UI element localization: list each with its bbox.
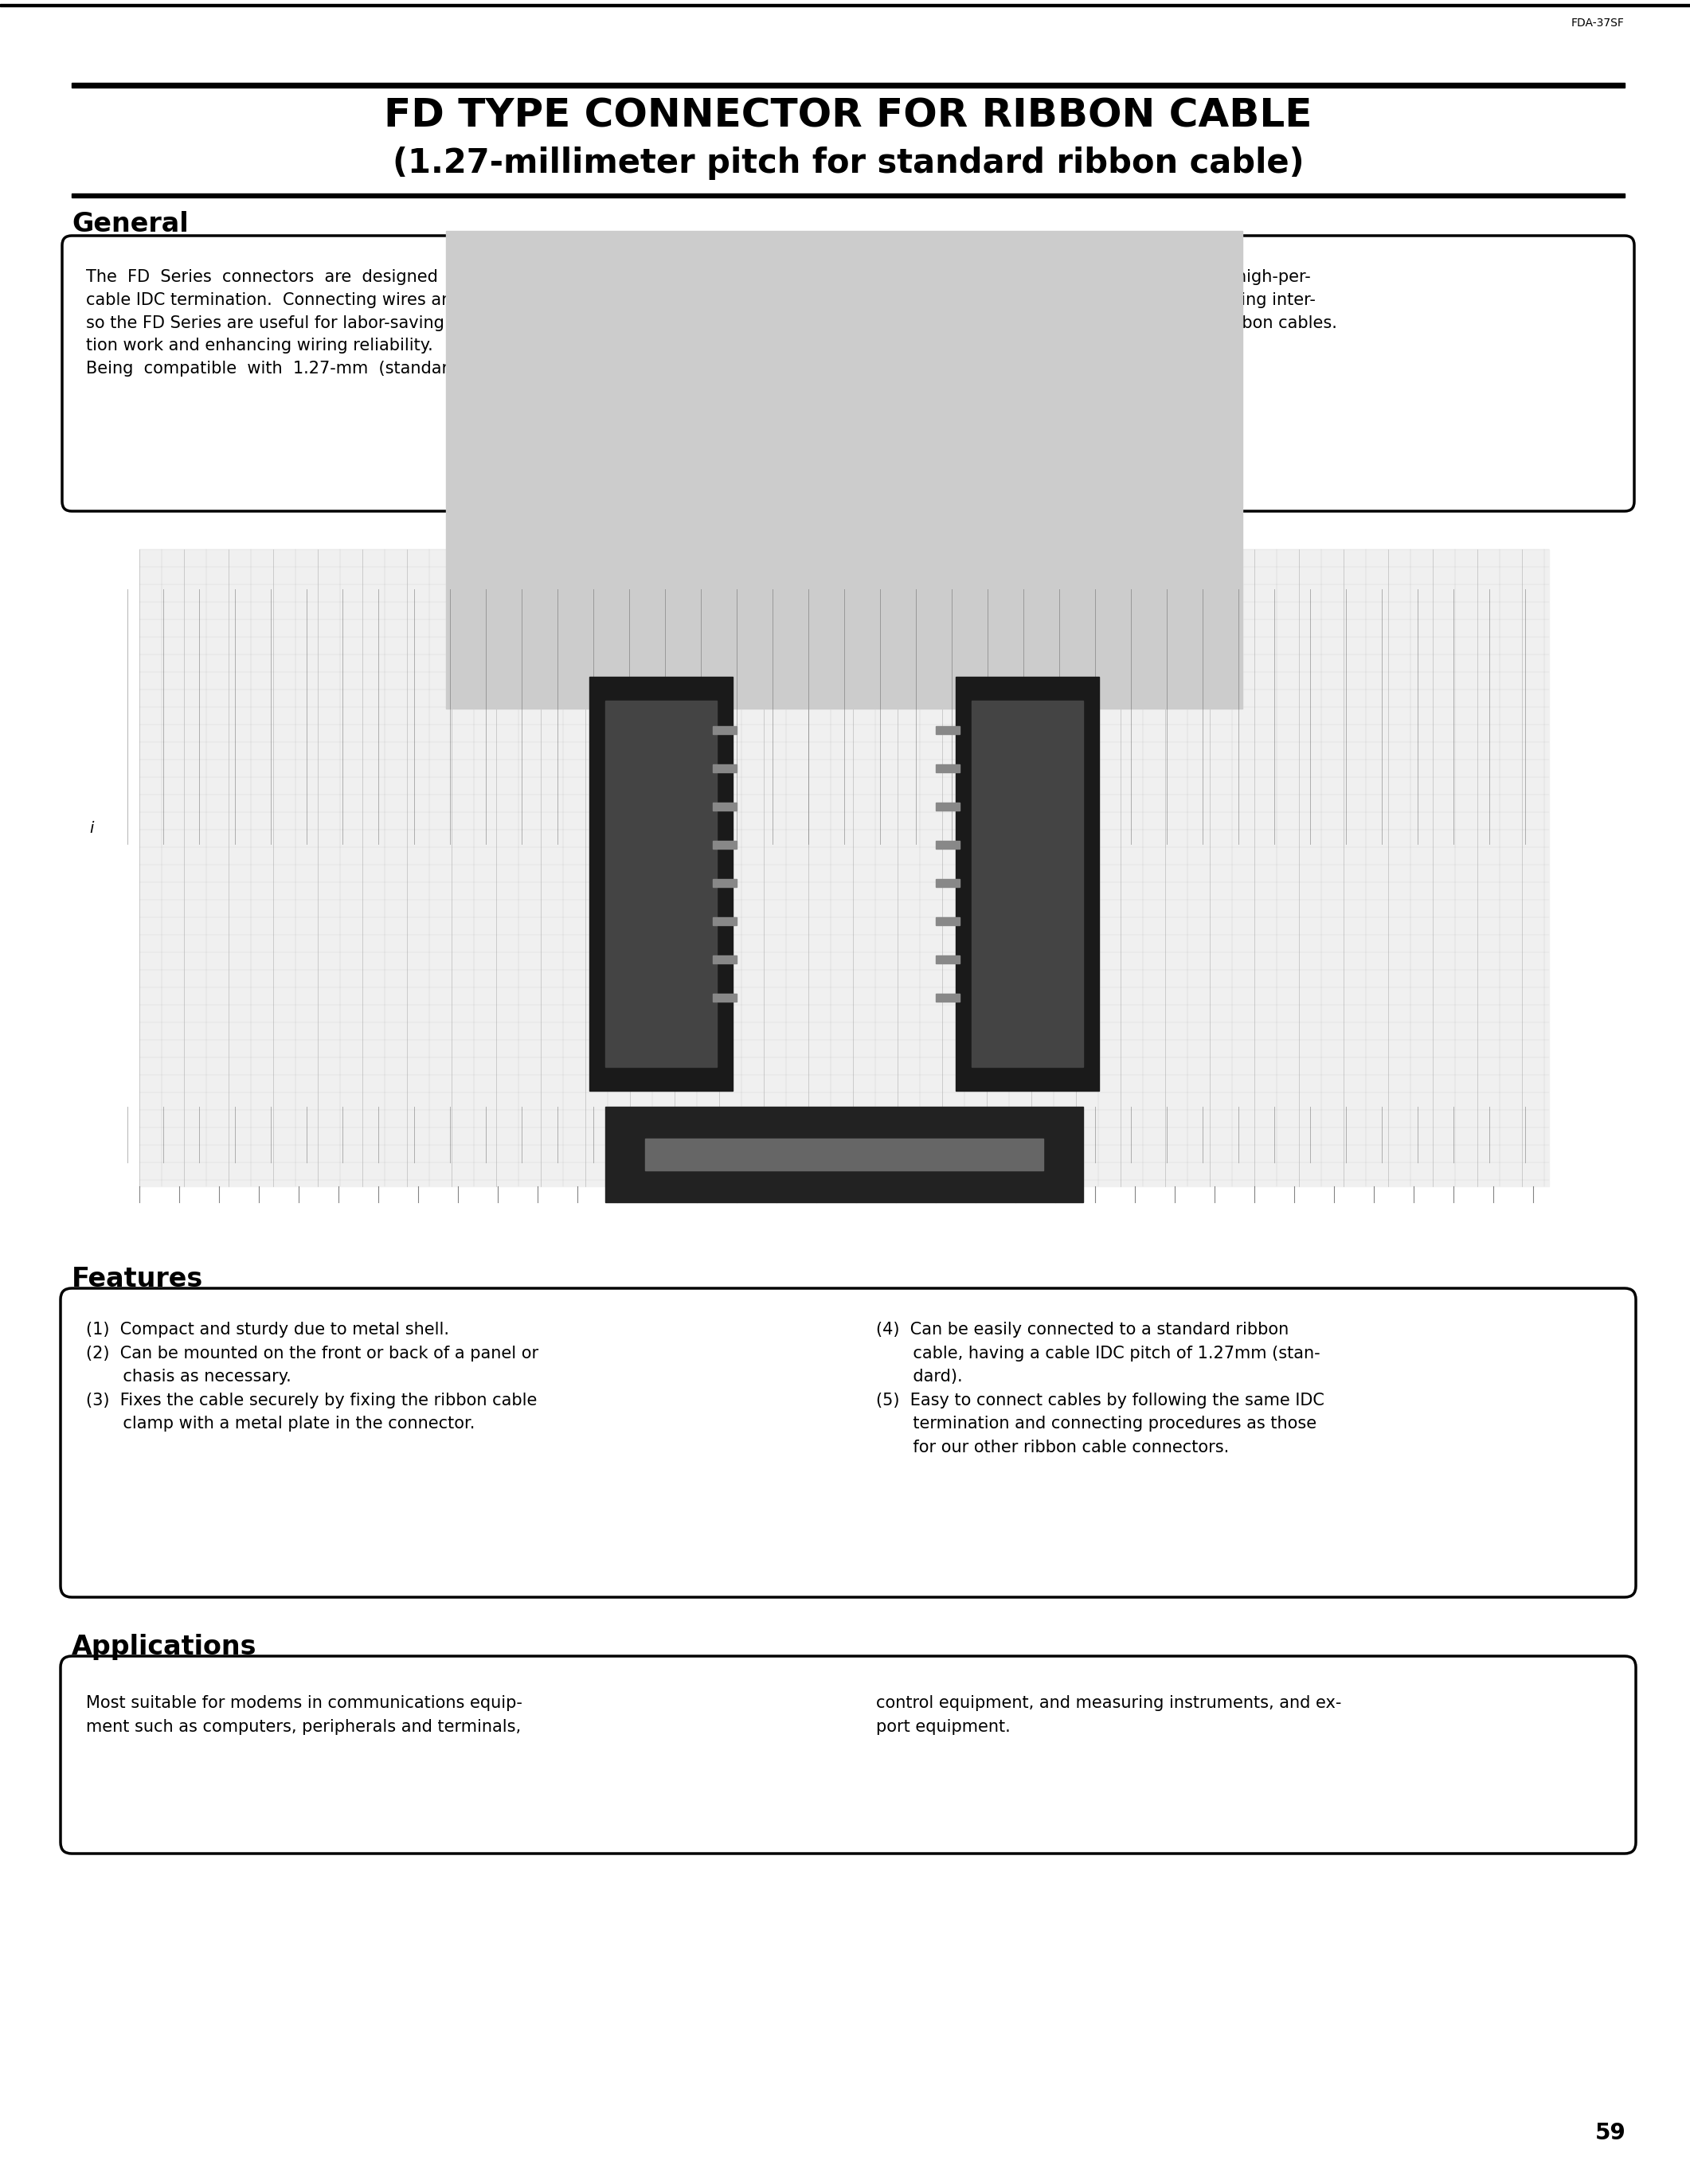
Bar xyxy=(957,677,1099,1090)
Bar xyxy=(139,550,1550,1186)
Text: FD TYPE CONNECTOR FOR RIBBON CABLE: FD TYPE CONNECTOR FOR RIBBON CABLE xyxy=(384,96,1311,135)
Text: (1)  Compact and sturdy due to metal shell.
(2)  Can be mounted on the front or : (1) Compact and sturdy due to metal shel… xyxy=(86,1321,539,1433)
Text: Most suitable for modems in communications equip-
ment such as computers, periph: Most suitable for modems in communicatio… xyxy=(86,1695,522,1734)
FancyBboxPatch shape xyxy=(61,1655,1636,1854)
Bar xyxy=(446,232,1242,708)
Text: cables, the FD Series are general-purpose, high-per-
formance connectors that ar: cables, the FD Series are general-purpos… xyxy=(875,269,1337,354)
Bar xyxy=(713,878,737,887)
Bar xyxy=(0,4,1690,7)
Text: 59: 59 xyxy=(1595,2123,1626,2145)
Bar xyxy=(605,1107,1083,1201)
Bar xyxy=(936,994,960,1002)
Text: i: i xyxy=(90,821,93,836)
Bar xyxy=(713,994,737,1002)
Bar xyxy=(713,917,737,926)
Text: General: General xyxy=(71,212,189,238)
Bar xyxy=(936,878,960,887)
Bar xyxy=(713,841,737,850)
Text: FDA-37SF: FDA-37SF xyxy=(1572,17,1624,28)
Text: control equipment, and measuring instruments, and ex-
port equipment.: control equipment, and measuring instrum… xyxy=(875,1695,1342,1734)
Bar xyxy=(590,677,733,1090)
Bar xyxy=(936,917,960,926)
Text: The  FD  Series  connectors  are  designed  for  ribbon
cable IDC termination.  : The FD Series connectors are designed fo… xyxy=(86,269,537,378)
Bar xyxy=(605,701,717,1068)
Bar xyxy=(936,764,960,773)
Bar xyxy=(71,194,1624,197)
Text: Applications: Applications xyxy=(71,1634,257,1660)
Bar xyxy=(936,802,960,810)
Text: (1.27-millimeter pitch for standard ribbon cable): (1.27-millimeter pitch for standard ribb… xyxy=(392,146,1305,179)
Bar xyxy=(972,701,1083,1068)
Bar xyxy=(713,802,737,810)
Text: (4)  Can be easily connected to a standard ribbon
       cable, having a cable I: (4) Can be easily connected to a standar… xyxy=(875,1321,1325,1455)
Bar xyxy=(936,841,960,850)
Bar xyxy=(71,83,1624,87)
FancyBboxPatch shape xyxy=(61,1289,1636,1597)
Bar xyxy=(646,1138,1043,1171)
FancyBboxPatch shape xyxy=(63,236,1634,511)
Bar xyxy=(936,954,960,963)
Bar xyxy=(713,954,737,963)
Bar xyxy=(713,764,737,773)
Bar xyxy=(936,725,960,734)
Bar xyxy=(713,725,737,734)
Text: Features: Features xyxy=(71,1267,203,1293)
